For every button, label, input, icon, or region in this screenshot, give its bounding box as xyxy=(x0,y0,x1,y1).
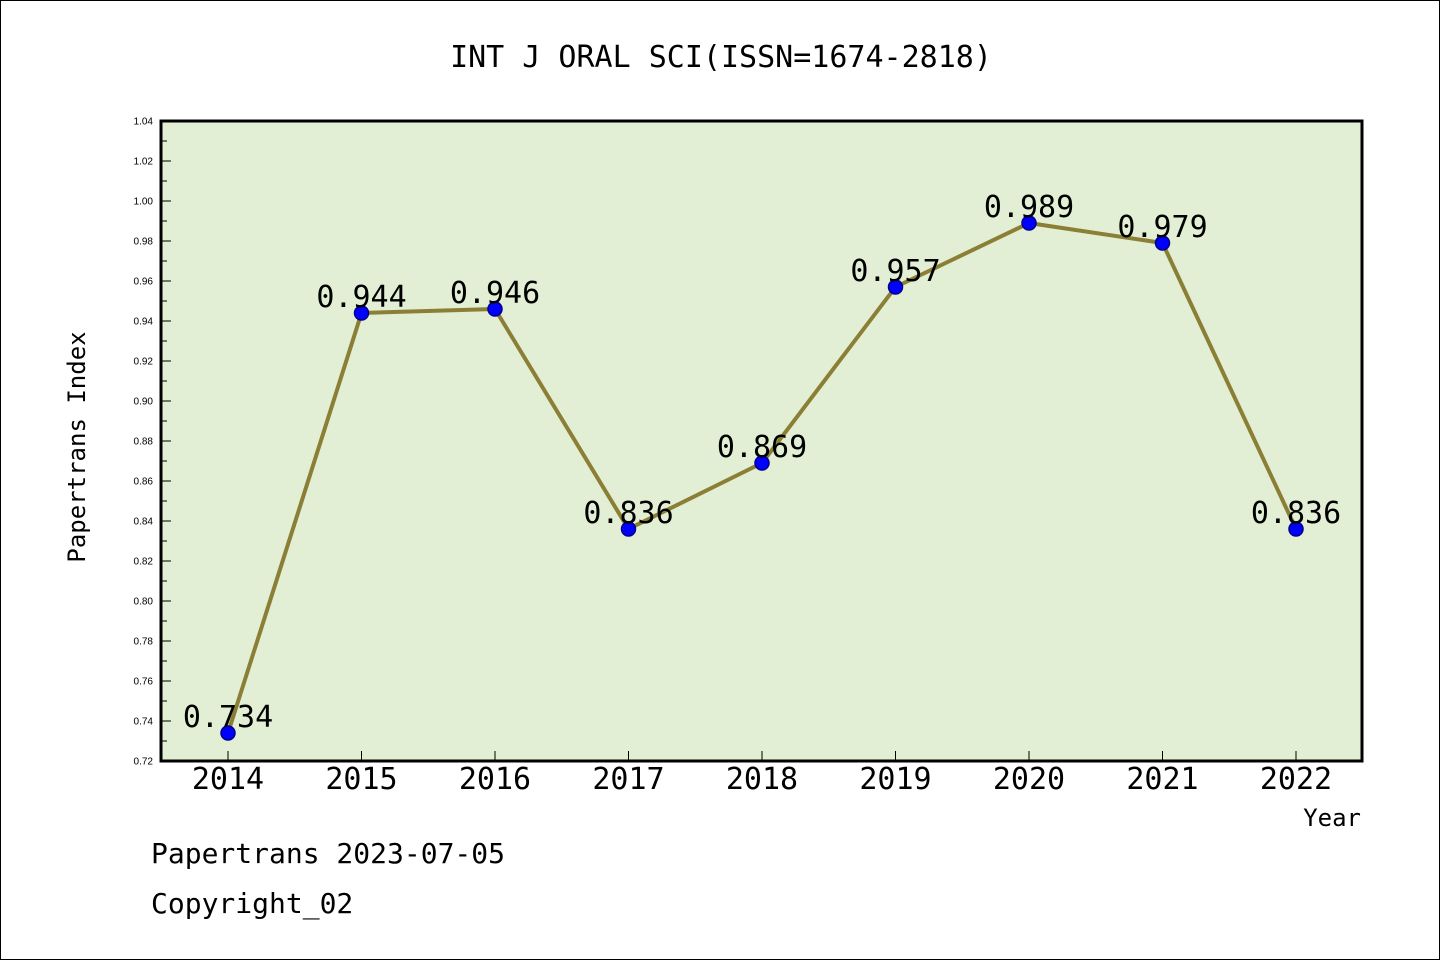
x-tick-label: 2018 xyxy=(726,762,798,797)
data-point-markers xyxy=(220,215,1304,741)
series-line-segment xyxy=(626,461,764,531)
x-axis-label: Year xyxy=(1303,804,1361,832)
y-tick-label: 0.84 xyxy=(134,517,154,528)
series-line-segment xyxy=(1027,221,1165,245)
data-label: 0.869 xyxy=(717,430,807,465)
data-label: 0.989 xyxy=(984,190,1074,225)
footer-date: Papertrans 2023-07-05 xyxy=(151,837,506,870)
y-axis-ticks: 0.72 0.74 0.76 0.78 0.80 0.82 0.84 0.86 0.88 0.90… xyxy=(134,117,171,768)
x-tick-label: 2016 xyxy=(459,762,531,797)
data-label: 0.836 xyxy=(583,496,673,531)
y-tick-label: 0.88 xyxy=(134,437,154,448)
series-line-segment xyxy=(893,221,1031,289)
series-line-segment xyxy=(226,311,364,735)
y-tick-label: 1.02 xyxy=(134,157,154,168)
y-tick-label: 0.76 xyxy=(134,677,154,688)
data-label: 0.734 xyxy=(183,700,273,735)
data-labels: 0.734 0.944 0.946 0.836 0.869 0.957 0.989 0.979… xyxy=(183,190,1341,735)
y-tick-label: 0.78 xyxy=(134,637,154,648)
x-tick-label: 2021 xyxy=(1126,762,1198,797)
data-point-marker xyxy=(1021,215,1037,231)
data-point-marker xyxy=(1154,235,1171,251)
chart-title: INT J ORAL SCI(ISSN=1674-2818) xyxy=(450,40,992,75)
data-label: 0.944 xyxy=(316,280,406,315)
data-label: 0.979 xyxy=(1117,210,1207,245)
y-tick-label: 0.98 xyxy=(134,237,154,248)
data-point-marker xyxy=(1288,521,1304,537)
series-line-segment xyxy=(760,285,898,465)
y-tick-label: 0.86 xyxy=(134,477,154,488)
plot-area xyxy=(159,119,1364,763)
y-tick-label: 1.00 xyxy=(134,197,154,208)
data-point-marker xyxy=(754,455,770,471)
y-tick-label: 0.96 xyxy=(134,277,154,288)
x-tick-label: 2014 xyxy=(192,762,264,797)
data-point-marker xyxy=(487,301,503,317)
data-label: 0.957 xyxy=(850,254,940,289)
x-tick-label: 2019 xyxy=(859,762,931,797)
y-tick-label: 0.80 xyxy=(134,597,154,608)
data-point-marker xyxy=(353,305,370,321)
data-point-marker xyxy=(887,279,904,295)
y-tick-label: 1.04 xyxy=(134,117,154,128)
x-tick-label: 2017 xyxy=(592,762,664,797)
y-tick-label: 0.94 xyxy=(134,317,154,328)
y-axis-label: Papertrans Index xyxy=(63,331,91,562)
data-point-marker xyxy=(220,725,236,741)
series-line-segment xyxy=(359,307,497,315)
x-tick-label: 2022 xyxy=(1260,762,1332,797)
series-line-segment xyxy=(493,307,631,531)
y-tick-label: 0.74 xyxy=(134,717,154,728)
data-label: 0.836 xyxy=(1251,496,1341,531)
footer-copyright: Copyright_02 xyxy=(151,887,354,920)
y-tick-label: 0.92 xyxy=(134,357,154,368)
y-tick-label: 0.72 xyxy=(134,757,154,768)
series-line-segment xyxy=(1160,241,1298,531)
data-label: 0.946 xyxy=(450,276,540,311)
data-point-marker xyxy=(620,521,637,537)
y-tick-label: 0.82 xyxy=(134,557,154,568)
x-axis-ticks: 2014 2015 2016 2017 2018 2019 2020 2021 2022 xyxy=(192,751,1332,797)
x-tick-label: 2020 xyxy=(993,762,1065,797)
series-line-group xyxy=(226,221,1298,735)
y-tick-label: 0.90 xyxy=(134,397,154,408)
x-tick-label: 2015 xyxy=(325,762,397,797)
